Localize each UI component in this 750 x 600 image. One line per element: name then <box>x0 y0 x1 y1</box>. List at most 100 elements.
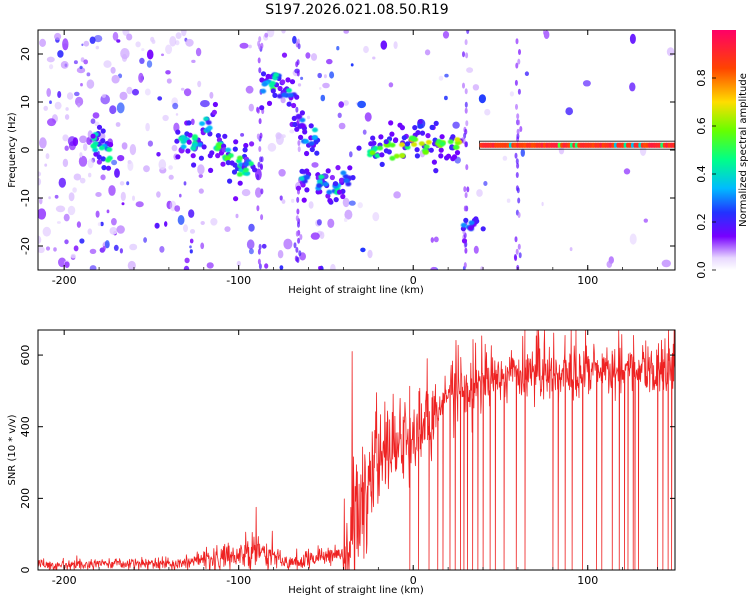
noise-speck <box>248 44 252 49</box>
noise-speck <box>145 122 150 132</box>
snr-x-tick-label: -200 <box>52 574 77 587</box>
noise-speck <box>372 56 376 60</box>
signal-blob <box>468 220 475 226</box>
noise-speck <box>46 56 55 63</box>
signal-blob <box>411 142 418 147</box>
signal-halo <box>463 217 469 223</box>
noise-speck <box>54 32 62 41</box>
noise-speck <box>190 118 195 126</box>
noise-speck <box>363 45 369 54</box>
noise-speck <box>246 239 255 250</box>
noise-speck <box>326 58 333 65</box>
noise-speck <box>310 53 318 61</box>
steady-signal-cell <box>672 142 675 148</box>
noise-speck <box>261 243 267 249</box>
signal-halo <box>438 147 444 153</box>
signal-halo <box>439 134 445 140</box>
noise-speck <box>68 192 75 202</box>
noise-speck <box>183 181 187 186</box>
noise-speck <box>206 262 214 269</box>
signal-halo <box>333 197 339 203</box>
noise-speck <box>241 189 251 197</box>
snr-y-axis-label: SNR (10 * v/v) <box>7 414 18 485</box>
noise-speck <box>197 164 205 175</box>
noise-speck <box>88 172 92 178</box>
noise-speck <box>76 67 86 74</box>
signal-halo <box>233 196 239 202</box>
signal-halo <box>356 145 362 151</box>
signal-halo <box>336 189 343 195</box>
noise-column-speck <box>257 258 261 265</box>
signal-blob <box>205 120 212 125</box>
noise-speck <box>300 76 304 80</box>
signal-halo <box>295 185 302 191</box>
noise-column-speck <box>514 152 518 159</box>
noise-speck <box>362 129 367 135</box>
noise-speck <box>165 44 173 55</box>
noise-speck <box>151 39 156 44</box>
noise-column-speck <box>517 119 521 126</box>
noise-speck <box>48 196 51 200</box>
noise-speck <box>109 227 118 235</box>
noise-column-speck <box>296 208 300 215</box>
signal-blob <box>418 141 425 147</box>
signal-halo <box>429 124 435 130</box>
noise-speck <box>343 100 349 106</box>
noise-speck <box>319 231 325 239</box>
signal-halo <box>215 153 221 159</box>
noise-column-speck <box>516 187 520 194</box>
signal-halo <box>186 120 192 126</box>
signal-halo <box>105 165 112 171</box>
snr-y-tick-label: 400 <box>19 416 32 437</box>
noise-speck <box>135 41 141 48</box>
signal-halo <box>292 121 298 128</box>
snr-x-tick-label: -100 <box>226 574 251 587</box>
colorbar-tick-label: 0.8 <box>695 69 708 87</box>
noise-speck <box>297 83 302 87</box>
signal-halo <box>175 154 181 160</box>
noise-speck <box>360 247 366 253</box>
signal-halo <box>414 147 420 153</box>
noise-speck <box>311 162 319 168</box>
noise-speck <box>629 33 636 45</box>
signal-halo <box>207 153 213 159</box>
noise-speck <box>372 212 380 222</box>
noise-speck <box>117 155 125 162</box>
noise-speck <box>76 221 81 228</box>
signal-halo <box>231 169 238 175</box>
noise-speck <box>62 38 69 51</box>
signal-blob <box>236 172 243 177</box>
noise-speck <box>73 245 79 252</box>
spectrogram-x-axis-label: Height of straight line (km) <box>288 285 424 296</box>
spectrogram-y-tick-label: -20 <box>19 237 32 255</box>
spectrogram-x-tick-label: -200 <box>52 274 77 287</box>
noise-speck <box>79 152 83 158</box>
signal-halo <box>329 174 335 181</box>
noise-speck <box>338 122 346 130</box>
noise-speck <box>240 133 245 137</box>
signal-halo <box>100 138 106 144</box>
signal-halo <box>393 137 399 143</box>
noise-column-speck <box>515 158 519 165</box>
noise-column-speck <box>260 188 264 195</box>
noise-speck <box>38 171 42 177</box>
noise-speck <box>267 30 275 38</box>
noise-speck <box>109 105 117 115</box>
noise-speck <box>305 52 311 59</box>
noise-speck <box>166 78 172 84</box>
signal-blob <box>106 147 113 153</box>
noise-speck <box>126 33 133 41</box>
noise-column-speck <box>465 164 469 171</box>
signal-blob <box>399 142 405 148</box>
noise-speck <box>168 174 174 180</box>
noise-speck <box>639 145 647 156</box>
noise-speck <box>543 30 546 35</box>
noise-speck <box>112 31 119 41</box>
noise-speck <box>78 155 88 167</box>
noise-column-speck <box>296 59 300 66</box>
signal-halo <box>388 120 394 126</box>
signal-halo <box>454 150 461 156</box>
signal-blob <box>91 144 98 149</box>
noise-speck <box>472 84 480 91</box>
signal-blob <box>316 183 323 189</box>
